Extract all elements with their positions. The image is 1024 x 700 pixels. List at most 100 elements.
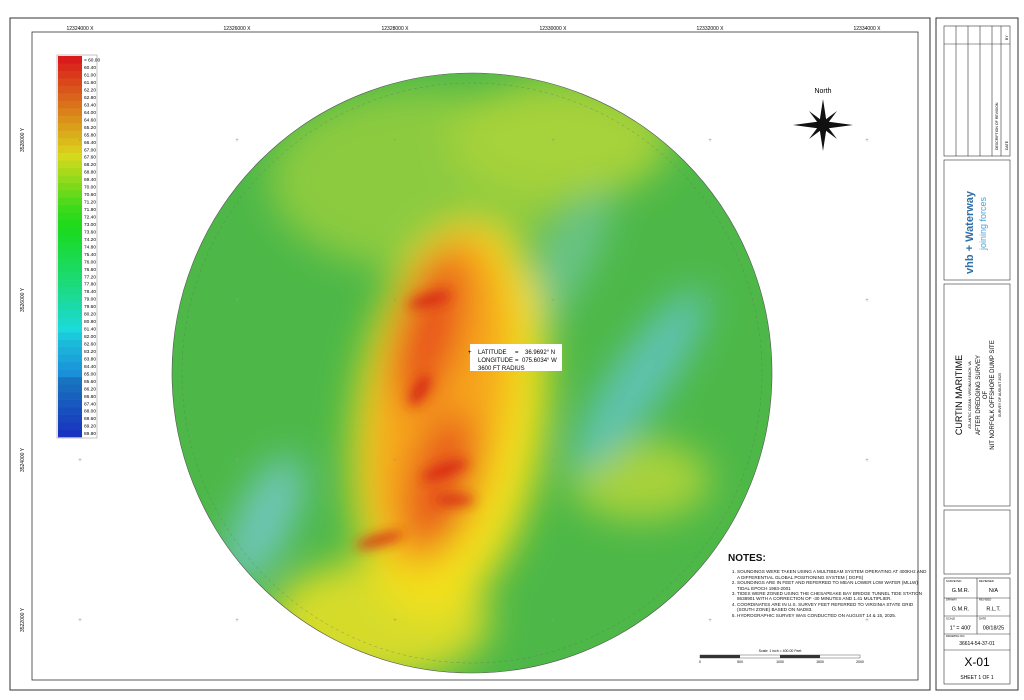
legend-swatch xyxy=(58,332,82,341)
legend-swatch xyxy=(58,78,82,87)
legend-swatch xyxy=(58,227,82,236)
legend-label: 73.00 xyxy=(84,222,96,228)
legend-swatch xyxy=(58,250,82,259)
legend-swatch xyxy=(58,145,82,154)
legend-swatch xyxy=(58,429,82,438)
legend-label: 89.80 xyxy=(84,431,96,437)
note-item: SOUNDINGS ARE IN FEET AND REFERRED TO ME… xyxy=(737,580,928,591)
legend-label: 85.60 xyxy=(84,379,96,385)
legend-swatch xyxy=(58,384,82,393)
map-frame xyxy=(31,31,919,681)
legend-label: 71.80 xyxy=(84,207,96,213)
legend-label: 76.00 xyxy=(84,259,96,265)
field-value: N/A xyxy=(989,588,999,594)
grid-cross: + xyxy=(708,458,712,464)
scale-bar-segment xyxy=(780,655,820,658)
legend-label: 72.40 xyxy=(84,214,96,220)
scale-tick-label: 500 xyxy=(737,660,743,664)
legend-swatch xyxy=(58,93,82,102)
legend-label: 79.00 xyxy=(84,297,96,303)
x-grid-label: 12324000 X xyxy=(67,26,95,32)
legend-swatch xyxy=(58,265,82,273)
grid-cross: + xyxy=(551,458,555,464)
legend-label: 76.60 xyxy=(84,267,96,273)
y-grid-label: 3526000 Y xyxy=(20,287,26,312)
legend-label: 66.40 xyxy=(84,140,96,146)
legend-swatch xyxy=(58,310,82,318)
notes: NOTES: SOUNDINGS WERE TAKEN USING A MULT… xyxy=(728,553,928,618)
scale-tick-label: 2000 xyxy=(856,660,864,664)
grid-cross: + xyxy=(865,138,869,144)
legend-swatch xyxy=(58,85,82,94)
legend-swatch xyxy=(58,168,82,176)
legend-swatch xyxy=(58,123,82,132)
legend-label: 74.80 xyxy=(84,244,96,250)
field-label: DRAWN xyxy=(946,598,956,602)
legend-label: 84.40 xyxy=(84,364,96,370)
legend-swatch xyxy=(58,130,82,139)
legend-label: 80.80 xyxy=(84,319,96,325)
grid-labels: 12324000 X + + + +12326000 X + + + +12328000 X + +… xyxy=(20,26,881,632)
legend-label: 85.00 xyxy=(84,371,96,377)
grid-cross: + xyxy=(865,618,869,624)
drawing-no-label: DRAWING NO. xyxy=(946,634,965,638)
grid-cross: + xyxy=(78,458,82,464)
legend-label: 65.20 xyxy=(84,125,96,131)
legend-label: 81.40 xyxy=(84,327,96,333)
grid-cross: + xyxy=(78,618,82,624)
legend-label: 78.40 xyxy=(84,289,96,295)
note-item: HYDROGRAPHIC SURVEY WAS CONDUCTED ON AUG… xyxy=(737,613,928,618)
drawing-no: 36614-54-37-01 xyxy=(959,641,995,647)
field-value: R.L.T. xyxy=(986,607,1001,613)
title-block-lines xyxy=(943,25,1011,685)
legend-label: 67.60 xyxy=(84,155,96,161)
grid-cross: + xyxy=(235,138,239,144)
legend-swatch xyxy=(58,197,82,206)
legend-label: 77.80 xyxy=(84,282,96,288)
of: OF xyxy=(983,391,989,400)
scale-tick-label: 1500 xyxy=(816,660,824,664)
field-label: REVIEWED xyxy=(979,579,994,583)
legend-swatch xyxy=(58,392,82,400)
legend-label: 82.00 xyxy=(84,334,96,340)
legend-swatch xyxy=(58,138,82,146)
legend-label: 88.60 xyxy=(84,416,96,422)
legend-label: 63.40 xyxy=(84,102,96,108)
grid-cross: + xyxy=(78,298,82,304)
survey-boundary-inner xyxy=(181,82,763,664)
legend-label: 74.20 xyxy=(84,237,96,243)
latitude-label: LATITUDE xyxy=(478,350,507,356)
grid-cross: + xyxy=(393,298,397,304)
legend-label: 80.20 xyxy=(84,312,96,318)
legend-swatch xyxy=(58,257,82,266)
longitude-value: 075.6034° W xyxy=(522,358,557,364)
x-grid-label: 12330000 X xyxy=(540,26,568,32)
logo-tagline: joining forces xyxy=(978,196,988,251)
legend-swatch xyxy=(58,242,82,251)
legend-swatch xyxy=(58,369,82,378)
x-grid-label: 12334000 X xyxy=(854,26,882,32)
center-mark: + xyxy=(468,350,472,356)
notes-list: SOUNDINGS WERE TAKEN USING A MULTIBEAM S… xyxy=(728,569,928,618)
legend-label: 89.20 xyxy=(84,424,96,430)
legend-swatch xyxy=(58,205,82,214)
legend-label: 70.00 xyxy=(84,185,96,191)
field-label: SURVEYED xyxy=(946,579,961,583)
legend-swatch xyxy=(58,272,82,281)
grid-cross: + xyxy=(78,138,82,144)
location: ATLANTIC OCEAN / VIRGINIA BEACH, VA xyxy=(968,361,972,429)
grid-cross: + xyxy=(551,138,555,144)
legend-label: 64.00 xyxy=(84,110,96,116)
field-label: SCALE xyxy=(946,616,955,620)
grid-cross: + xyxy=(393,618,397,624)
radius-label: 3600 FT RADIUS xyxy=(478,366,525,372)
legend-label: 88.00 xyxy=(84,409,96,415)
legend-label: 86.80 xyxy=(84,394,96,400)
longitude-label: LONGITUDE xyxy=(478,358,513,364)
legend-swatch xyxy=(58,108,82,117)
grid-cross: + xyxy=(235,618,239,624)
note-item: COORDINATES ARE IN U.S. SURVEY FEET REFE… xyxy=(737,602,928,613)
legend-label: 77.20 xyxy=(84,274,96,280)
grid-cross: + xyxy=(235,458,239,464)
